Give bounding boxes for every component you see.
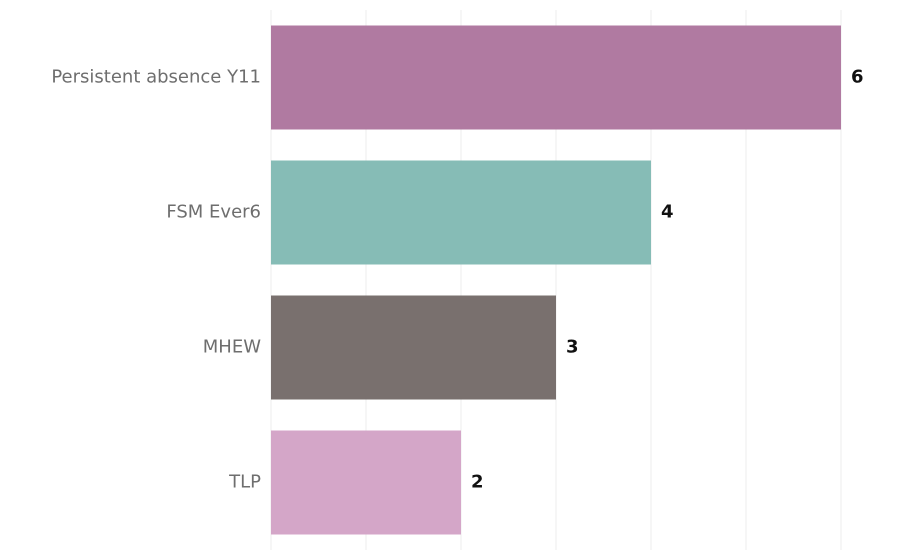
bar — [271, 160, 651, 265]
value-label: 6 — [851, 67, 864, 88]
category-label: FSM Ever6 — [166, 202, 261, 223]
category-label: MHEW — [203, 337, 261, 358]
category-label: Persistent absence Y11 — [51, 67, 261, 88]
bar — [271, 430, 461, 535]
value-label: 2 — [471, 472, 484, 493]
value-label: 4 — [661, 202, 674, 223]
category-label: TLP — [228, 472, 261, 493]
value-label: 3 — [566, 337, 579, 358]
bar — [271, 295, 556, 400]
bar — [271, 25, 841, 130]
